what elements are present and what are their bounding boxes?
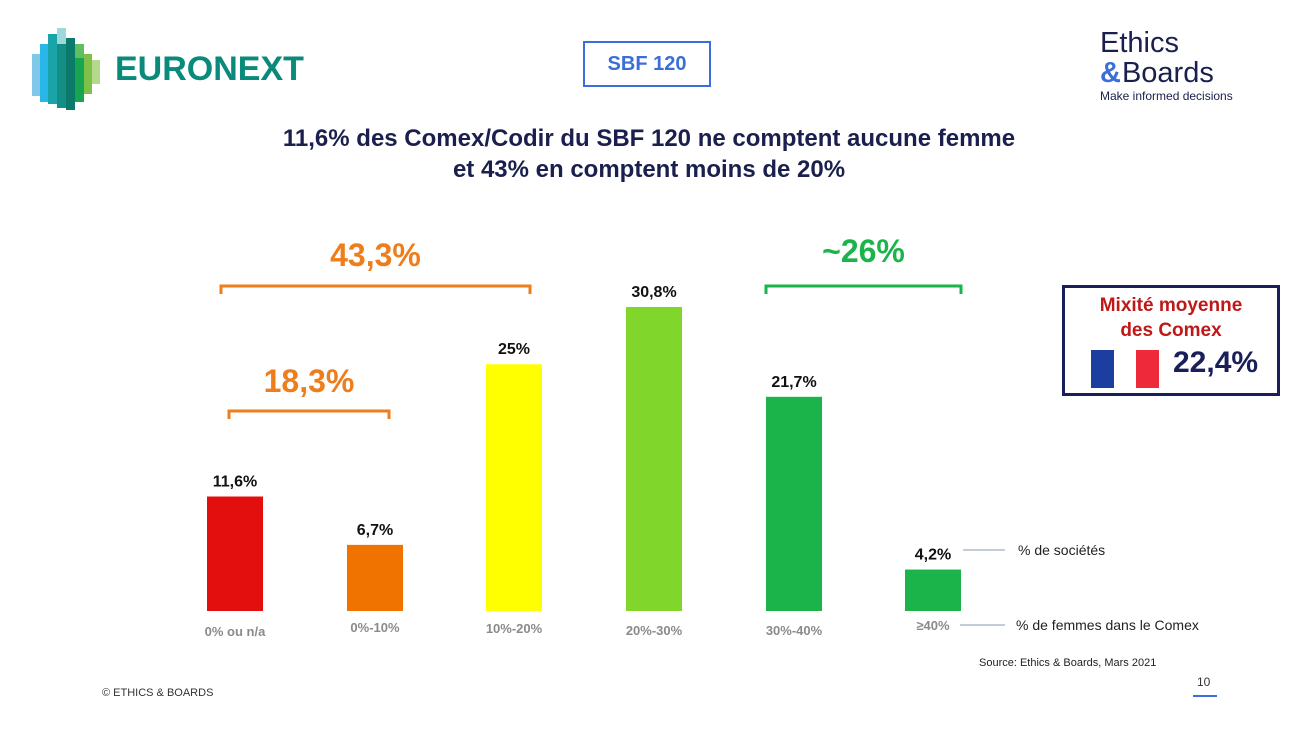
- flag-stripe-blue: [1091, 350, 1114, 388]
- legend-category-note: % de femmes dans le Comex: [1016, 617, 1199, 633]
- bar-4: [766, 396, 822, 611]
- bracket-label: 43,3%: [330, 237, 421, 273]
- bar-value-label: 11,6%: [213, 474, 257, 491]
- france-flag-icon: [1091, 350, 1160, 388]
- average-mix-title-line2: des Comex: [1120, 320, 1222, 341]
- bar-value-label: 21,7%: [771, 374, 816, 391]
- copyright: © ETHICS & BOARDS: [102, 687, 214, 699]
- category-label: 0% ou n/a: [205, 624, 266, 639]
- brand-ampersand: &: [1100, 57, 1121, 89]
- bracket-label: ~26%: [822, 233, 905, 269]
- average-mix-panel: Mixité moyenne des Comex 22,4%: [1062, 285, 1280, 396]
- category-label: 0%-10%: [350, 620, 400, 635]
- page-number-underline: [1193, 695, 1217, 697]
- bar-value-label: 30,8%: [631, 284, 676, 301]
- flag-stripe-white: [1113, 350, 1137, 388]
- source-note: Source: Ethics & Boards, Mars 2021: [979, 657, 1157, 669]
- average-mix-title: Mixité moyenne des Comex: [1065, 293, 1277, 343]
- title-line1: 11,6% des Comex/Codir du SBF 120 ne comp…: [282, 125, 1016, 152]
- bar-value-label: 6,7%: [357, 522, 393, 539]
- legend-value-note: % de sociétés: [1018, 542, 1105, 558]
- bar-2: [486, 364, 542, 611]
- category-label: 30%-40%: [766, 623, 823, 638]
- bracket-line: [227, 409, 391, 419]
- brand-line2: Boards: [1121, 57, 1214, 89]
- average-mix-value: 22,4%: [1173, 346, 1259, 379]
- euronext-logo-text: EURONEXT: [115, 50, 304, 88]
- bar-3: [626, 307, 682, 611]
- bar-0: [207, 496, 263, 611]
- brand-line2-row: & Boards: [1100, 58, 1233, 88]
- category-label: 20%-30%: [626, 623, 683, 638]
- average-mix-title-line1: Mixité moyenne: [1099, 295, 1243, 316]
- page-number: 10: [1197, 675, 1211, 689]
- title-line2: et 43% en comptent moins de 20%: [452, 156, 846, 183]
- flag-stripe-red: [1136, 350, 1160, 388]
- bracket-line: [219, 284, 532, 294]
- bracket-label: 18,3%: [264, 363, 355, 399]
- euronext-logo-mark-icon: [32, 28, 100, 110]
- bar-1: [347, 544, 403, 611]
- brand-tagline: Make informed decisions: [1100, 89, 1233, 103]
- index-badge: SBF 120: [583, 41, 711, 87]
- bar-value-label: 25%: [498, 341, 530, 358]
- ethics-boards-logo: Ethics & Boards Make informed decisions: [1100, 28, 1233, 103]
- bar-value-label: 4,2%: [915, 547, 951, 564]
- bar-5: [905, 569, 961, 611]
- category-label: ≥40%: [916, 618, 950, 633]
- bracket-line: [764, 284, 963, 294]
- page-title: 11,6% des Comex/Codir du SBF 120 ne comp…: [0, 123, 1298, 185]
- euronext-logo: EURONEXT: [30, 26, 310, 112]
- brand-line1: Ethics: [1100, 27, 1179, 59]
- category-label: 10%-20%: [486, 621, 543, 636]
